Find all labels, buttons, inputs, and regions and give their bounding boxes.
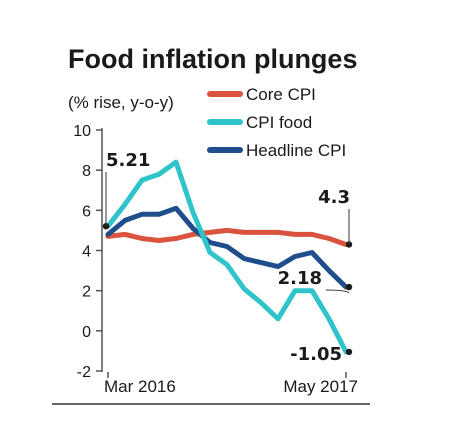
annotation-dot [345,348,353,356]
y-tick-label: -2 [77,364,91,381]
annotations-group: 5.21 4.3 2.18 -1.05 [102,150,353,365]
y-tick-label: 8 [82,163,91,180]
series-group [105,159,349,355]
y-tick-label: 6 [82,203,91,220]
data-label: -1.05 [290,344,342,365]
x-axis-ticks: Mar 2016 May 2017 [104,372,358,396]
annotation-leader [325,289,350,294]
series-line [105,159,349,355]
series-line [105,227,349,247]
data-label: 2.18 [278,268,322,289]
data-label: 4.3 [318,187,350,208]
y-tick-label: 10 [73,123,91,140]
legend-label: CPI food [246,113,312,132]
y-tick-label: 4 [82,244,91,261]
chart-subtitle: (% rise, y-o-y) [68,93,174,112]
x-tick-label: May 2017 [283,377,358,396]
chart-title: Food inflation plunges [68,44,357,74]
data-label: 5.21 [106,150,150,171]
annotation-dot [345,283,353,291]
series-line [105,205,349,290]
y-tick-label: 2 [82,284,91,301]
legend-label: Core CPI [246,85,316,104]
y-tick-label: 0 [82,324,91,341]
y-axis-ticks: 10 8 6 4 2 0 -2 [73,123,102,381]
x-tick-label: Mar 2016 [104,377,176,396]
legend: Core CPI CPI food Headline CPI [207,85,346,160]
legend-label: Headline CPI [246,141,346,160]
